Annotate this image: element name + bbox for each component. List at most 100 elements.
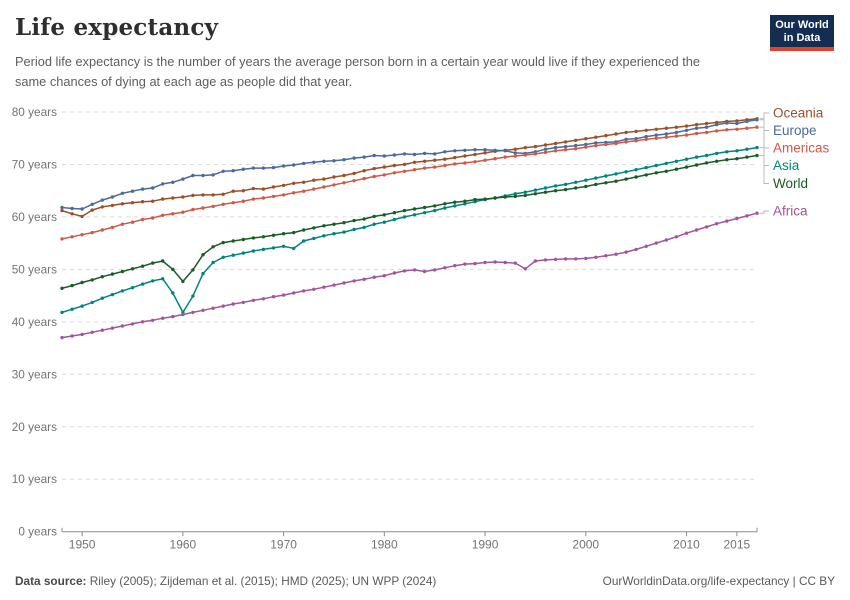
data-point bbox=[422, 211, 427, 215]
data-point bbox=[443, 202, 447, 206]
data-point bbox=[362, 217, 366, 221]
data-point bbox=[543, 147, 548, 151]
data-point bbox=[261, 297, 266, 301]
data-point bbox=[493, 196, 497, 200]
data-point bbox=[281, 183, 286, 188]
data-point bbox=[292, 246, 296, 251]
data-point bbox=[604, 181, 608, 185]
data-point bbox=[594, 143, 598, 148]
data-point bbox=[110, 272, 115, 276]
data-point bbox=[574, 143, 578, 148]
data-point bbox=[483, 148, 487, 152]
data-point bbox=[201, 253, 205, 257]
data-point bbox=[70, 212, 74, 216]
data-point bbox=[704, 121, 709, 126]
data-point bbox=[704, 161, 709, 165]
data-point bbox=[553, 149, 558, 153]
owid-link[interactable]: OurWorldinData.org/life-expectancy | CC … bbox=[602, 574, 835, 588]
data-point bbox=[342, 230, 346, 234]
data-point bbox=[161, 316, 165, 320]
data-point bbox=[684, 128, 689, 132]
data-point bbox=[563, 148, 568, 152]
data-point bbox=[553, 257, 558, 262]
data-point bbox=[443, 150, 447, 154]
data-point bbox=[523, 193, 527, 198]
series-line-africa[interactable] bbox=[61, 212, 758, 339]
data-point bbox=[392, 153, 397, 157]
data-point bbox=[352, 179, 356, 183]
data-point bbox=[120, 202, 125, 206]
series-markers-world bbox=[60, 153, 759, 290]
data-point bbox=[715, 159, 719, 163]
data-point bbox=[533, 259, 538, 263]
data-point bbox=[292, 230, 296, 235]
data-point bbox=[594, 255, 598, 259]
x-tick-label-1950: 1950 bbox=[69, 538, 96, 552]
data-point bbox=[362, 225, 366, 230]
page-title: Life expectancy bbox=[15, 14, 219, 41]
data-point bbox=[231, 302, 235, 306]
data-point bbox=[483, 158, 487, 162]
legend-label-world[interactable]: World bbox=[773, 176, 808, 191]
data-point bbox=[130, 220, 135, 224]
data-point bbox=[281, 232, 286, 236]
series-line-asia[interactable] bbox=[61, 146, 758, 314]
data-point bbox=[322, 159, 326, 163]
data-point bbox=[302, 289, 306, 293]
data-point bbox=[120, 222, 125, 226]
chart-subtitle: Period life expectancy is the number of … bbox=[15, 54, 701, 89]
series-line-americas[interactable] bbox=[61, 126, 758, 240]
data-point bbox=[312, 236, 316, 241]
legend-label-europe[interactable]: Europe bbox=[773, 123, 817, 138]
data-point bbox=[362, 277, 366, 281]
series-line-world[interactable] bbox=[61, 154, 758, 290]
data-point bbox=[352, 156, 356, 160]
data-point bbox=[574, 186, 578, 190]
legend-label-americas[interactable]: Americas bbox=[773, 141, 830, 156]
data-point bbox=[372, 214, 376, 219]
series-line-europe[interactable] bbox=[61, 119, 758, 210]
data-point bbox=[322, 185, 326, 189]
data-point bbox=[735, 149, 739, 153]
data-point bbox=[745, 214, 749, 218]
data-point bbox=[725, 158, 729, 162]
y-tick-label-20: 20 years bbox=[12, 420, 57, 434]
data-point bbox=[392, 171, 397, 175]
data-point bbox=[654, 171, 658, 175]
data-point bbox=[322, 234, 326, 238]
data-point bbox=[302, 228, 306, 232]
data-point bbox=[372, 166, 376, 171]
series-line-oceania[interactable] bbox=[61, 118, 758, 218]
data-point bbox=[110, 292, 115, 297]
data-point bbox=[543, 143, 548, 147]
data-point bbox=[543, 258, 548, 262]
data-point bbox=[382, 165, 386, 169]
data-point bbox=[130, 189, 135, 193]
legend-label-oceania[interactable]: Oceania bbox=[773, 106, 824, 121]
y-tick-label-10: 10 years bbox=[12, 472, 57, 486]
data-point bbox=[201, 271, 205, 276]
data-point bbox=[755, 211, 759, 215]
data-point bbox=[221, 202, 225, 206]
data-point bbox=[322, 224, 326, 228]
legend-label-africa[interactable]: Africa bbox=[773, 204, 808, 219]
data-point bbox=[473, 197, 477, 202]
data-point bbox=[322, 177, 326, 181]
data-point bbox=[60, 205, 64, 210]
legend-label-asia[interactable]: Asia bbox=[773, 158, 800, 173]
data-point bbox=[624, 170, 628, 174]
x-tick-label-2000: 2000 bbox=[572, 538, 599, 552]
data-point bbox=[614, 141, 618, 146]
data-point bbox=[614, 172, 618, 176]
data-point bbox=[614, 252, 618, 256]
data-point bbox=[513, 192, 517, 196]
data-point bbox=[60, 335, 64, 340]
data-point bbox=[704, 130, 709, 135]
data-point bbox=[241, 167, 245, 171]
data-point bbox=[322, 285, 326, 289]
data-point bbox=[735, 121, 739, 126]
data-point bbox=[302, 189, 306, 193]
data-point bbox=[352, 171, 356, 176]
data-point bbox=[221, 304, 225, 308]
data-point bbox=[181, 312, 185, 317]
